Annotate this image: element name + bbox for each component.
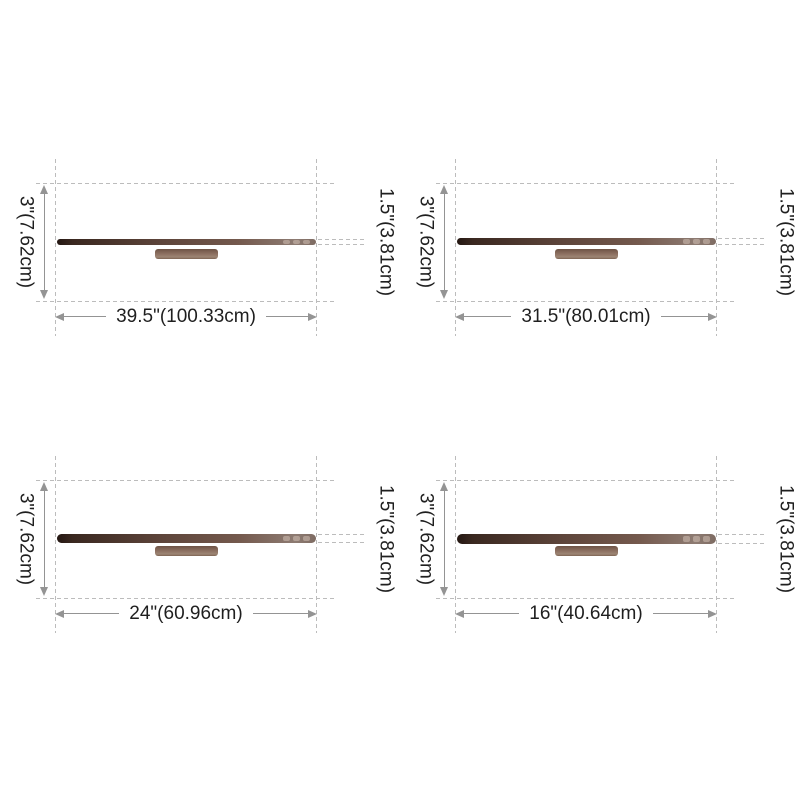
bottom-extent-dashed-line [36, 598, 336, 599]
thickness-bottom-dashed-line [718, 244, 764, 245]
height-dimension-label: 3"(7.62cm) [415, 195, 437, 289]
thickness-dimension-label: 1.5"(3.81cm) [775, 484, 797, 594]
top-extent-dashed-line [436, 183, 736, 184]
arrow-right-icon [708, 312, 718, 321]
wall-mount-bracket [555, 249, 618, 259]
top-extent-dashed-line [436, 480, 736, 481]
wall-mount-bracket [555, 546, 618, 556]
lamp-dimension-diagram: 3"(7.62cm) 1.5"(3.81cm) 16"(40.64cm) [400, 442, 800, 652]
lamp-bar [457, 238, 716, 245]
height-dimension-arrow [440, 185, 449, 299]
lamp-notch [693, 239, 700, 244]
lamp-dimension-diagram: 3"(7.62cm) 1.5"(3.81cm) 39.5"(100.33cm) [0, 145, 400, 355]
left-extent-dashed-line [55, 456, 56, 633]
bottom-extent-dashed-line [436, 598, 736, 599]
thickness-bottom-dashed-line [718, 543, 764, 544]
arrow-down-icon [40, 290, 48, 299]
lamp-notch [683, 535, 690, 542]
lamp-notch [683, 239, 690, 244]
width-dimension-label: 16"(40.64cm) [529, 603, 643, 624]
arrow-right-icon [708, 609, 717, 618]
wall-mount-bracket [155, 249, 218, 259]
lamp-notch [703, 239, 710, 244]
thickness-dimension-label: 1.5"(3.81cm) [775, 187, 797, 297]
right-extent-dashed-line [316, 456, 317, 633]
width-dimension: 39.5"(100.33cm) [55, 306, 318, 327]
thickness-top-dashed-line [718, 534, 764, 535]
width-dimension: 24"(60.96cm) [55, 603, 317, 624]
right-extent-dashed-line [716, 456, 717, 633]
lamp-notch [283, 240, 290, 244]
top-extent-dashed-line [36, 183, 336, 184]
arrow-left-icon [455, 312, 464, 321]
thickness-top-dashed-line [318, 534, 364, 535]
lamp-notch [303, 240, 310, 244]
left-extent-dashed-line [455, 159, 456, 336]
width-dimension-label: 24"(60.96cm) [129, 603, 243, 624]
height-dimension-arrow [440, 482, 449, 596]
lamp-notch [293, 535, 300, 542]
thickness-top-dashed-line [718, 238, 764, 239]
left-extent-dashed-line [455, 456, 456, 633]
height-dimension-arrow [40, 185, 49, 299]
lamp-dimension-diagram: 3"(7.62cm) 1.5"(3.81cm) 24"(60.96cm) [0, 442, 400, 652]
thickness-bottom-dashed-line [318, 244, 364, 245]
arrow-right-icon [308, 609, 317, 618]
thickness-top-dashed-line [318, 239, 364, 240]
top-extent-dashed-line [36, 480, 336, 481]
width-dimension: 16"(40.64cm) [455, 603, 717, 624]
lamp-dimension-diagram: 3"(7.62cm) 1.5"(3.81cm) 31.5"(80.01cm) [400, 145, 800, 355]
arrow-left-icon [55, 609, 64, 618]
lamp-notch [283, 535, 290, 542]
left-extent-dashed-line [55, 159, 56, 336]
lamp-bar [457, 534, 716, 544]
height-dimension-label: 3"(7.62cm) [415, 492, 437, 586]
right-extent-dashed-line [716, 159, 717, 336]
lamp-bar [57, 239, 316, 245]
arrow-down-icon [440, 587, 448, 596]
height-dimension-label: 3"(7.62cm) [15, 195, 37, 289]
right-extent-dashed-line [316, 159, 317, 336]
thickness-dimension-label: 1.5"(3.81cm) [375, 484, 397, 594]
arrow-down-icon [440, 290, 448, 299]
lamp-bar [57, 534, 316, 543]
width-dimension-label: 39.5"(100.33cm) [116, 306, 256, 327]
arrow-left-icon [55, 312, 64, 321]
arrow-right-icon [308, 312, 318, 321]
height-dimension-label: 3"(7.62cm) [15, 492, 37, 586]
thickness-bottom-dashed-line [318, 542, 364, 543]
lamp-notch [693, 535, 700, 542]
thickness-dimension-label: 1.5"(3.81cm) [375, 187, 397, 297]
bottom-extent-dashed-line [36, 301, 336, 302]
wall-mount-bracket [155, 546, 218, 556]
height-dimension-arrow [40, 482, 49, 596]
lamp-notch [303, 535, 310, 542]
lamp-notch [293, 240, 300, 244]
arrow-down-icon [40, 587, 48, 596]
arrow-left-icon [455, 609, 464, 618]
lamp-notch [703, 535, 710, 542]
width-dimension: 31.5"(80.01cm) [455, 306, 718, 327]
width-dimension-label: 31.5"(80.01cm) [521, 306, 651, 327]
bottom-extent-dashed-line [436, 301, 736, 302]
